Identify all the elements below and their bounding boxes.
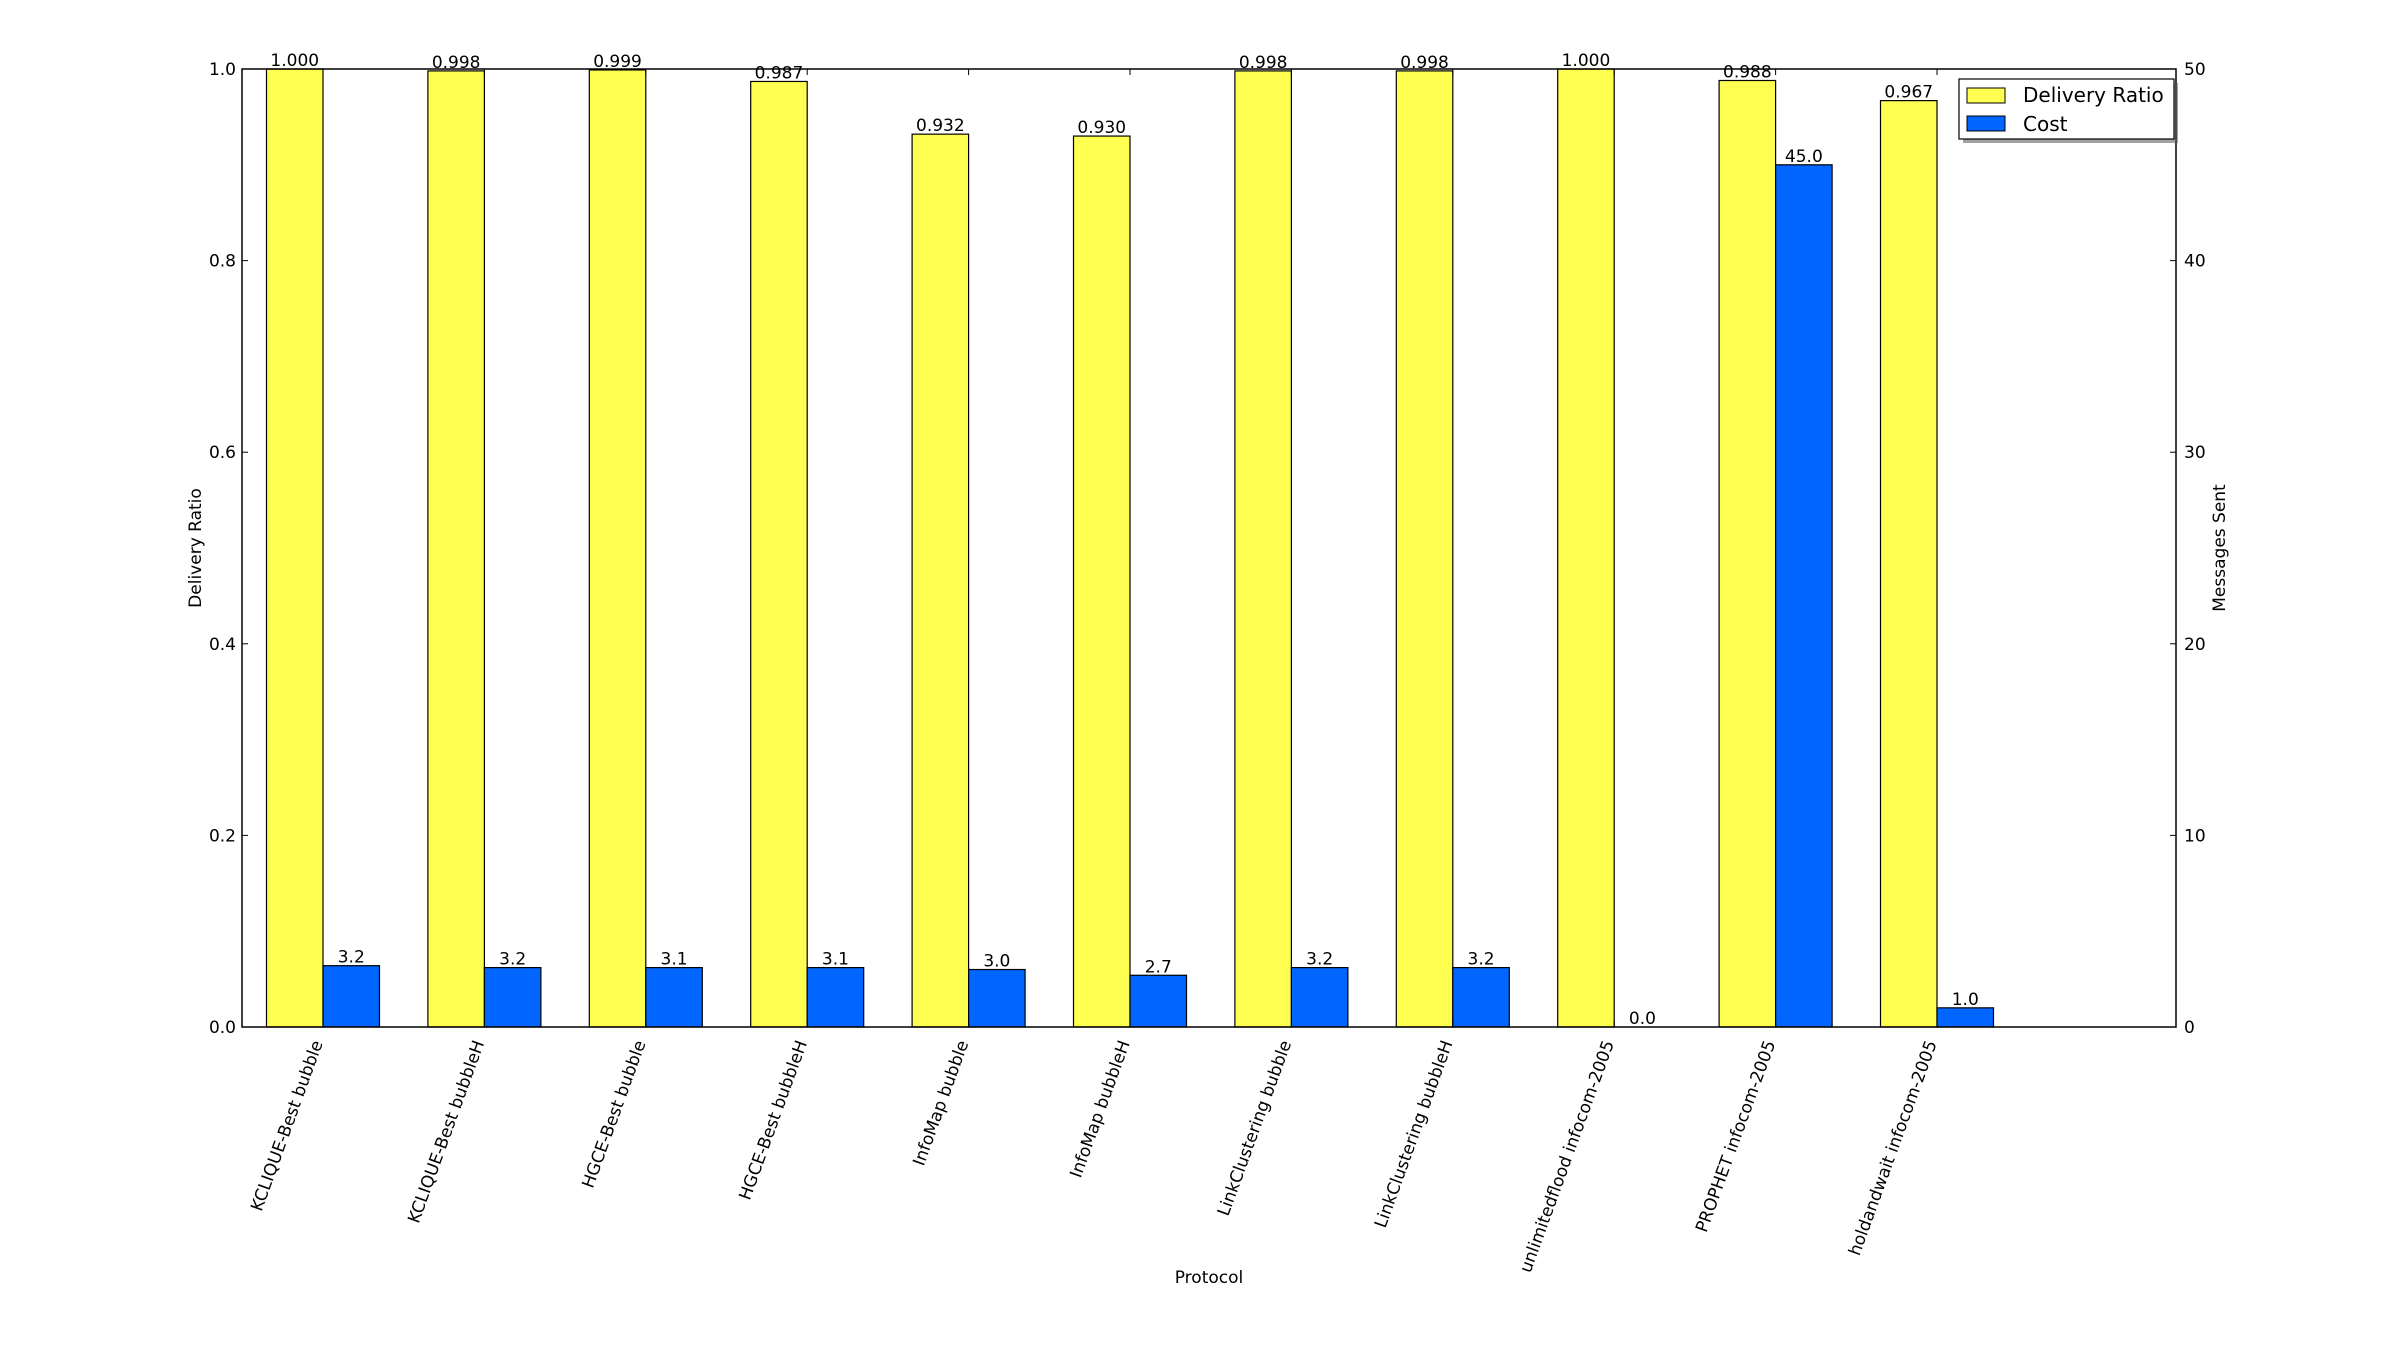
data-label-delivery-ratio-hgce-best-bubble: 0.999 [593,52,642,72]
bar-cost-hgce-best-bubbleh [806,967,865,1028]
data-label-cost-unlimitedflood-infocom-2005: 0.0 [1629,1009,1656,1029]
y-tick-label-0.2: 0.2 [209,826,236,846]
bar-delivery-ratio-holdandwait-infocom-2005 [1879,100,1938,1028]
bar-delivery-ratio-infomap-bubble [911,133,970,1028]
data-label-delivery-ratio-holdandwait-infocom-2005: 0.967 [1884,83,1933,103]
bar-cost-kclique-best-bubbleh [483,967,542,1028]
y-tick-label-0.0: 0.0 [209,1018,236,1038]
category-label-linkclustering-bubble: LinkClustering bubble [1214,1038,1296,1219]
data-label-cost-hgce-best-bubbleh: 3.1 [822,950,849,970]
bar-cost-hgce-best-bubble [645,967,703,1028]
category-label-holdandwait-infocom-2005: holdandwait infocom-2005 [1845,1038,1942,1259]
ticks-layer [242,68,2176,1028]
category-label-infomap-bubble: InfoMap bubble [909,1038,973,1169]
data-label-cost-infomap-bubble: 3.0 [983,952,1010,972]
data-label-delivery-ratio-linkclustering-bubbleh: 0.998 [1400,53,1449,73]
legend-label-cost: Cost [2023,112,2068,136]
y-tick-label-0.6: 0.6 [209,443,236,463]
y-tick-label-1.0: 1.0 [209,60,236,80]
bar-cost-holdandwait-infocom-2005 [1936,1007,1995,1028]
category-label-kclique-best-bubbleh: KCLIQUE-Best bubbleH [404,1038,489,1226]
category-label-hgce-best-bubbleh: HGCE-Best bubbleH [736,1038,812,1203]
data-label-delivery-ratio-infomap-bubbleh: 0.930 [1077,118,1126,138]
bar-cost-linkclustering-bubbleh [1452,967,1510,1028]
y-axis-label: Delivery Ratio [186,488,206,608]
category-label-infomap-bubbleh: InfoMap bubbleH [1066,1038,1134,1181]
y2-tick-label-20: 20 [2184,635,2206,655]
data-label-delivery-ratio-prophet-infocom-2005: 0.988 [1723,62,1772,82]
category-label-prophet-infocom-2005: PROPHET infocom-2005 [1692,1038,1780,1235]
bar-cost-prophet-infocom-2005 [1774,164,1833,1028]
category-label-hgce-best-bubble: HGCE-Best bubble [579,1038,651,1191]
category-label-unlimitedflood-infocom-2005: unlimitedflood infocom-2005 [1516,1038,1619,1276]
bar-delivery-ratio-hgce-best-bubble [588,69,647,1028]
bar-delivery-ratio-unlimitedflood-infocom-2005 [1557,68,1615,1028]
data-label-cost-kclique-best-bubble: 3.2 [338,948,365,968]
bar-delivery-ratio-prophet-infocom-2005 [1718,79,1777,1028]
y2-tick-label-10: 10 [2184,826,2206,846]
legend-swatch-cost [1966,115,2006,132]
y2-tick-label-40: 40 [2184,252,2206,272]
bar-delivery-ratio-hgce-best-bubbleh [750,80,808,1028]
y-tick-label-0.4: 0.4 [209,635,236,655]
data-label-delivery-ratio-kclique-best-bubble: 1.000 [270,51,319,71]
bar-cost-linkclustering-bubble [1290,967,1349,1028]
bar-delivery-ratio-infomap-bubbleh [1072,135,1131,1028]
data-label-cost-kclique-best-bubbleh: 3.2 [499,950,526,970]
data-label-delivery-ratio-linkclustering-bubble: 0.998 [1239,53,1288,73]
y2-tick-label-50: 50 [2184,60,2206,80]
data-label-delivery-ratio-unlimitedflood-infocom-2005: 1.000 [1562,51,1611,71]
data-label-cost-hgce-best-bubble: 3.1 [661,950,688,970]
bar-delivery-ratio-linkclustering-bubble [1234,70,1293,1028]
legend-label-delivery-ratio: Delivery Ratio [2023,83,2164,107]
bar-delivery-ratio-kclique-best-bubbleh [427,70,485,1028]
bar-cost-kclique-best-bubble [322,965,381,1028]
category-label-linkclustering-bubbleh: LinkClustering bubbleH [1371,1038,1458,1231]
legend: Delivery Ratio Cost [1958,78,2178,143]
data-label-cost-linkclustering-bubbleh: 3.2 [1468,950,1495,970]
bar-cost-infomap-bubbleh [1129,974,1188,1028]
y2-tick-label-30: 30 [2184,443,2206,463]
data-label-cost-prophet-infocom-2005: 45.0 [1785,147,1823,167]
y2-axis-label: Messages Sent [2210,484,2230,612]
bar-delivery-ratio-kclique-best-bubble [265,68,324,1028]
data-label-delivery-ratio-kclique-best-bubbleh: 0.998 [432,53,481,73]
bar-delivery-ratio-linkclustering-bubbleh [1395,70,1454,1028]
bars-layer [265,68,1995,1028]
bar-cost-infomap-bubble [967,968,1026,1028]
data-label-delivery-ratio-infomap-bubble: 0.932 [916,116,965,136]
data-label-delivery-ratio-hgce-best-bubbleh: 0.987 [755,63,804,83]
category-label-kclique-best-bubble: KCLIQUE-Best bubble [247,1038,327,1214]
data-label-cost-holdandwait-infocom-2005: 1.0 [1952,990,1979,1010]
legend-swatch-delivery-ratio [1966,87,2006,104]
y-tick-label-0.8: 0.8 [209,252,236,272]
data-label-cost-infomap-bubbleh: 2.7 [1145,957,1172,977]
y2-tick-label-0: 0 [2184,1018,2195,1038]
plot-frame [241,68,2177,1028]
x-axis-label: Protocol [1175,1268,1244,1288]
data-label-cost-linkclustering-bubble: 3.2 [1306,950,1333,970]
